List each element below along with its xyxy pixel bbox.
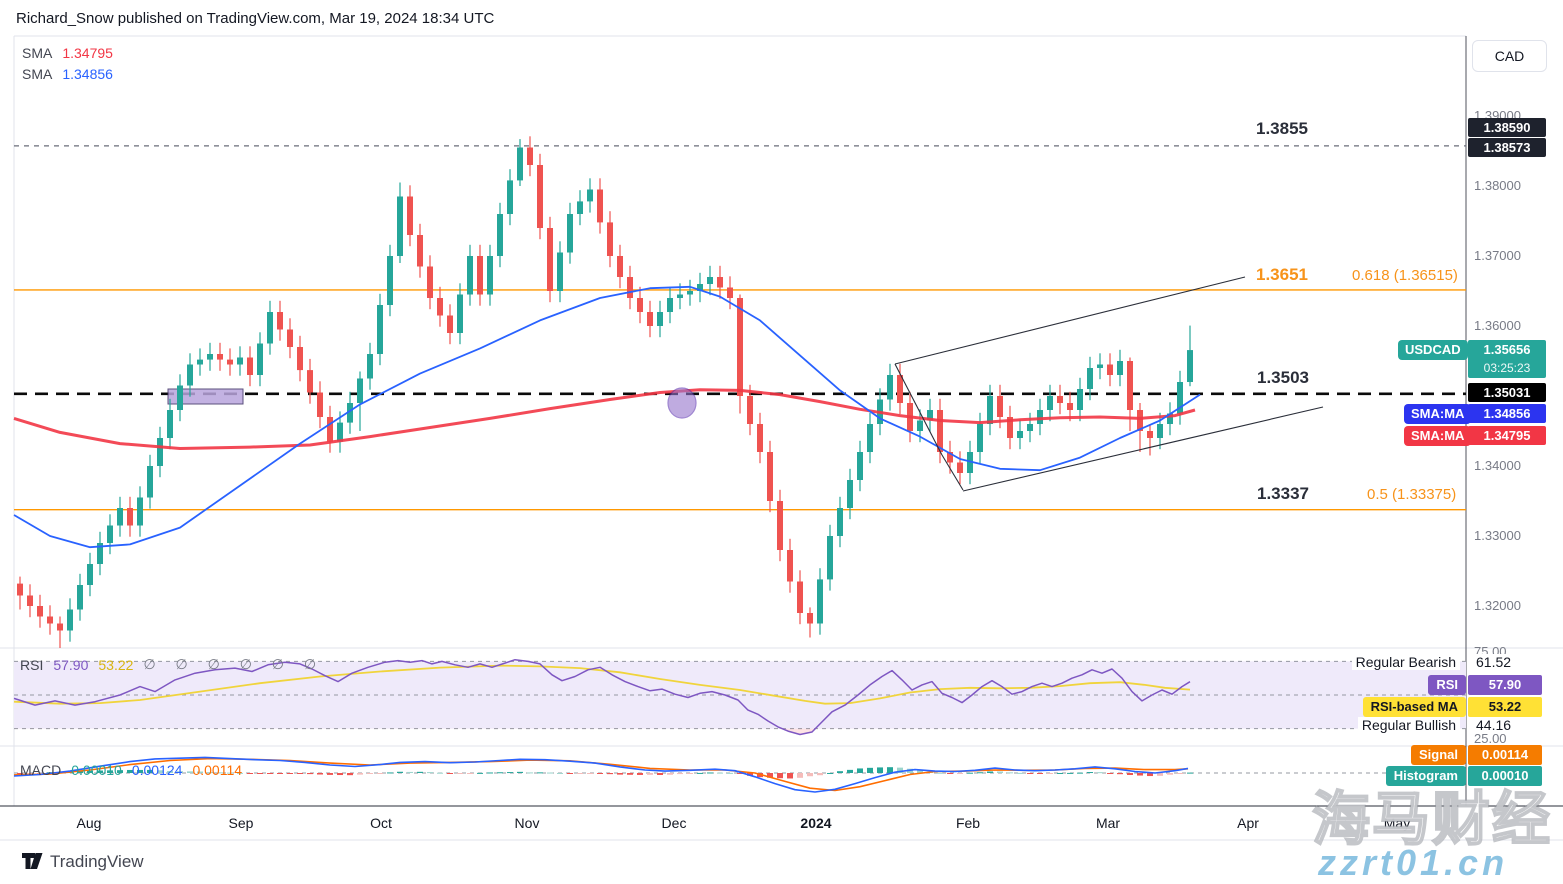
sma-red-axis-label: SMA:MA [1404,426,1472,446]
regular-bearish-value: 61.52 [1476,654,1512,670]
price-tick: 1.38000 [1474,178,1521,193]
currency-toggle-button[interactable]: CAD [1472,40,1547,72]
last-price-badge: 1.35656 03:25:23 [1468,340,1546,378]
sma-red-value: 1.34795 [62,45,113,61]
month-label: Mar [1095,815,1121,831]
rsi-scale-tick-25: 25.00 [1474,731,1507,746]
month-label: May [1383,815,1411,831]
sma-red-label: SMA [22,45,53,61]
rsi-legend-value: 57.90 [53,656,89,673]
rsi-ma-value-badge: 53.22 [1468,697,1542,717]
tradingview-brand-text[interactable]: TradingView [50,852,144,871]
watermark-url-text: zzrt01.cn [1318,842,1509,883]
month-label: Nov [514,815,540,831]
month-label: Apr [1237,815,1259,831]
macd-line-value: 0.00124 [131,762,183,778]
month-label: Aug [76,815,102,831]
macd-legend[interactable]: MACD 0.00010 0.00124 0.00114 [20,762,242,778]
level-label-1-3337: 1.3337 [1257,484,1309,503]
month-label: Dec [661,815,687,831]
price-tick: 1.36000 [1474,318,1521,333]
tradingview-logo-icon[interactable] [22,853,46,869]
macd-histogram-value: 0.00010 [71,762,122,778]
level-price-badge: 1.38573 [1468,138,1546,157]
signal-badge: Signal [1410,745,1466,765]
rsi-legend-label: RSI [20,656,44,673]
month-label: Oct [370,815,392,831]
watermark-cn-text: 海马财经 [1311,786,1553,853]
rsi-ma-badge: RSI-based MA [1362,697,1466,717]
rsi-legend-empty-values: ∅ ∅ ∅ ∅ ∅ ∅ [143,656,325,672]
sma-red-legend[interactable]: SMA 1.34795 [22,45,113,61]
histogram-value-badge: 0.00010 [1468,766,1542,786]
regular-bearish-label: Regular Bearish [1351,654,1460,670]
pivot-price-badge: 1.35031 [1468,383,1546,402]
price-tick: 1.33000 [1474,528,1521,543]
signal-value-badge: 0.00114 [1468,745,1542,765]
macd-signal-value: 0.00114 [192,762,243,778]
sma-blue-label: SMA [22,66,53,82]
histogram-badge: Histogram [1385,766,1466,786]
level-label-1-3855: 1.3855 [1256,119,1308,138]
macd-legend-label: MACD [20,762,62,778]
publication-title: Richard_Snow published on TradingView.co… [16,10,495,27]
high-price-badge: 1.38590 [1468,118,1546,137]
sma-blue-value: 1.34856 [62,66,113,82]
fib-618-note: 0.618 (1.36515) [1352,267,1458,284]
symbol-badge: USDCAD [1398,340,1468,360]
price-tick: 1.32000 [1474,598,1521,613]
level-label-1-3503: 1.3503 [1257,368,1309,387]
month-label: Feb [955,815,981,831]
sma-blue-price-badge: 1.34856 [1468,404,1546,423]
last-price-value: 1.35656 [1483,342,1531,357]
sma-red-price-badge: 1.34795 [1468,426,1546,445]
fib-50-note: 0.5 (1.33375) [1367,486,1457,503]
price-tick: 1.34000 [1474,458,1521,473]
rsi-legend[interactable]: RSI 57.90 53.22 ∅ ∅ ∅ ∅ ∅ ∅ [20,656,324,673]
rsi-badge: RSI [1428,675,1466,695]
month-label: Sep [228,815,254,831]
year-label: 2024 [800,815,832,831]
rsi-value-badge: 57.90 [1468,675,1542,695]
regular-bullish-label: Regular Bullish [1357,717,1460,733]
sma-blue-axis-label: SMA:MA [1404,404,1472,424]
regular-bullish-value: 44.16 [1476,717,1512,733]
level-label-1-3651: 1.3651 [1256,265,1308,284]
price-tick: 1.37000 [1474,248,1521,263]
sma-blue-legend[interactable]: SMA 1.34856 [22,66,113,82]
rsi-ma-legend-value: 53.22 [98,656,134,673]
bar-countdown: 03:25:23 [1483,361,1531,375]
